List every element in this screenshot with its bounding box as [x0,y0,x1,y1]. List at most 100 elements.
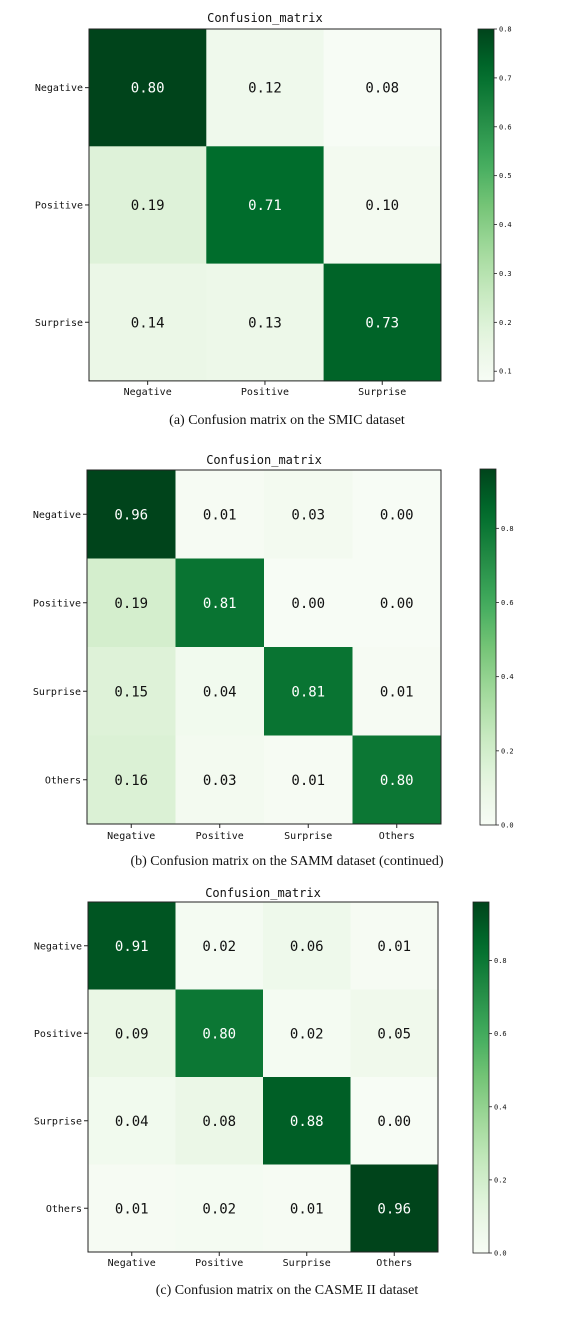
cell-value-label: 0.01 [291,773,325,789]
heatmap-cell [263,1164,351,1253]
heatmap-cell [88,989,176,1078]
panel-samm: Confusion_matrix 0.96 0.01 0.03 0.00 0.19 0.81… [0,440,574,880]
colorbar-tick-label: 0.4 [494,1103,507,1111]
heatmap-cell [175,902,264,990]
cell-value-label: 0.01 [115,1201,149,1217]
cell-value-label: 0.00 [377,1114,411,1130]
heatmap-cell [88,1164,176,1253]
colorbar-tick-label: 0.7 [499,74,512,82]
heatmap-cell [87,647,176,736]
cell-value-label: 0.12 [248,81,282,97]
cell-value-label: 0.80 [131,81,165,97]
heatmap-cell [263,1077,351,1165]
cell-value-label: 0.00 [380,507,414,523]
x-tick-label: Negative [124,387,172,398]
heatmap-cell [175,558,265,648]
chart-caption: (a) Confusion matrix on the SMIC dataset [169,413,405,428]
heatmap-cell [87,470,176,559]
y-tick-label: Surprise [34,1116,82,1127]
cell-value-label: 0.06 [290,939,324,955]
heatmap-cell [89,29,207,147]
heatmap-cell [264,647,353,736]
y-tick-label: Negative [33,510,81,521]
heatmap-cell [264,470,353,559]
cell-value-label: 0.81 [203,596,237,612]
chart-title: Confusion_matrix [205,886,321,900]
heatmap-cell [87,558,176,648]
cell-value-label: 0.01 [203,507,237,523]
colorbar [477,28,495,382]
cell-value-label: 0.80 [380,773,414,789]
colorbar-tick-label: 0.6 [494,1030,507,1038]
y-tick-label: Positive [34,1029,82,1040]
cell-value-label: 0.03 [203,773,237,789]
cell-value-label: 0.80 [202,1026,236,1042]
heatmap-cell [175,1077,264,1165]
colorbar-tick-label: 0.6 [501,599,514,607]
cell-value-label: 0.91 [115,939,149,955]
heatmap-cell [175,647,265,736]
y-tick-label: Positive [35,200,83,211]
heatmap-cell [175,470,265,559]
cell-value-label: 0.16 [114,773,148,789]
y-tick-label: Negative [34,941,82,952]
y-tick-label: Negative [35,83,83,94]
cell-value-label: 0.71 [248,198,282,214]
cell-value-label: 0.88 [290,1114,324,1130]
cell-value-label: 0.19 [131,198,165,214]
x-tick-label: Surprise [284,831,332,842]
colorbar [472,901,490,1254]
heatmap-cell [323,146,442,265]
heatmap-cell [89,146,207,265]
chart-caption: (b) Confusion matrix on the SAMM dataset… [130,854,444,869]
cell-value-label: 0.01 [377,939,411,955]
heatmap-cell [175,1164,264,1253]
cell-value-label: 0.03 [291,507,325,523]
x-tick-label: Positive [196,831,244,842]
chart-title: Confusion_matrix [207,11,323,25]
heatmap-cell [263,902,351,990]
heatmap-cell [175,735,265,825]
colorbar-tick-label: 0.0 [494,1250,507,1258]
confusion-matrix-chart-samm: Confusion_matrix 0.96 0.01 0.03 0.00 0.19 0.81… [33,453,514,842]
colorbar [479,468,497,826]
y-tick-label: Surprise [35,318,83,329]
plot-frame [87,901,439,1253]
cell-value-label: 0.04 [203,684,237,700]
y-tick-label: Positive [33,598,81,609]
cell-value-label: 0.14 [131,315,165,331]
cell-value-label: 0.96 [114,507,148,523]
y-tick-label: Others [46,1204,82,1215]
heatmap-cell [323,29,442,147]
y-tick-label: Surprise [33,687,81,698]
chart-caption: (c) Confusion matrix on the CASME II dat… [155,1283,419,1298]
colorbar-tick-label: 0.4 [499,221,512,229]
plot-frame [86,469,442,825]
cell-value-label: 0.10 [365,198,399,214]
y-tick-label: Others [45,775,81,786]
x-tick-label: Negative [107,831,155,842]
cell-value-label: 0.08 [202,1114,236,1130]
heatmap-cell [352,647,442,736]
cell-value-label: 0.02 [202,1201,236,1217]
chart-title: Confusion_matrix [206,453,322,467]
heatmap-cell [352,470,442,559]
colorbar-tick-label: 0.0 [501,822,514,830]
heatmap-cell [264,558,353,648]
cell-value-label: 0.00 [380,596,414,612]
heatmap-cell [88,902,176,990]
heatmap-cell [350,1077,439,1165]
x-tick-label: Others [376,1258,412,1269]
cell-value-label: 0.08 [365,81,399,97]
colorbar-tick-label: 0.2 [499,319,512,327]
cell-value-label: 0.13 [248,315,282,331]
heatmap-cell [350,1164,439,1253]
cell-value-label: 0.81 [291,684,325,700]
panel-smic: Confusion_matrix 0.80 0.12 0.08 0.19 0.71 0.10… [0,0,574,440]
heatmap-cell [350,989,439,1078]
colorbar-tick-label: 0.8 [501,525,514,533]
heatmap-cell [352,735,442,825]
colorbar-tick-label: 0.1 [499,368,512,376]
